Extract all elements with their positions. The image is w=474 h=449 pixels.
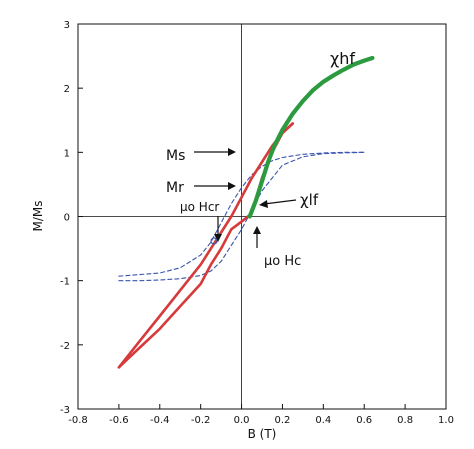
series-line-ferro-lower [118,151,365,282]
ms-label: Ms [166,148,185,164]
mr-label: Mr [166,180,184,196]
ms-arrowhead [228,148,236,156]
x-tick-label: 0.0 [234,415,250,426]
x-tick-label: 0.6 [356,415,372,426]
x-tick-label: 1.0 [438,415,454,426]
annotation-layer: Ms Mr χhf χlf μo Hcr μo Hc [166,49,355,269]
series-line-ferro-upper [118,151,365,277]
x-axis-title: B (T) [248,427,277,441]
x-tick-label: -0.4 [150,415,170,426]
x-tick-label: -0.8 [68,415,88,426]
x-tick-label: -0.2 [191,415,211,426]
y-tick-label: 1 [64,148,70,159]
y-tick-label: 3 [64,20,70,31]
x-tick-label: 0.8 [397,415,413,426]
y-tick-label: 2 [64,84,70,95]
chi-hf-label: χhf [330,49,355,68]
mu0-hc-label: μo Hc [264,254,301,269]
hcr-marker [210,237,218,245]
series-layer [117,55,375,369]
axis-ticks: -0.8 -0.6 -0.4 -0.2 0.0 0.2 0.4 0.6 0.8 1.0 -3 -2 -1… [60,20,454,426]
series-line-upper-branch [117,122,294,369]
x-tick-label: 0.2 [274,415,290,426]
chi-lf-arrowhead [259,200,268,208]
series-line-hf [247,55,375,219]
y-tick-label: -1 [60,277,70,288]
x-tick-label: -0.6 [109,415,129,426]
chi-lf-arrow [263,199,297,205]
chi-lf-label: χlf [300,191,319,209]
y-axis-title: M/Ms [31,200,45,231]
mr-arrowhead [228,182,236,190]
mu0-hc-arrowhead [253,226,261,234]
y-tick-label: -3 [60,405,70,416]
y-tick-label: 0 [64,213,70,224]
x-tick-label: 0.4 [315,415,331,426]
mu0-hcr-arrowhead [214,234,222,242]
mu0-hcr-label: μo Hcr [180,200,219,214]
y-tick-label: -2 [60,341,70,352]
